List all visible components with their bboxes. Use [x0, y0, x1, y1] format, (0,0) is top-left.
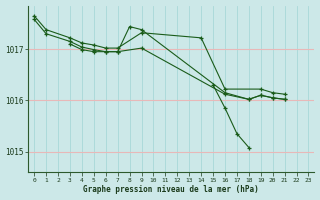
X-axis label: Graphe pression niveau de la mer (hPa): Graphe pression niveau de la mer (hPa): [84, 185, 259, 194]
